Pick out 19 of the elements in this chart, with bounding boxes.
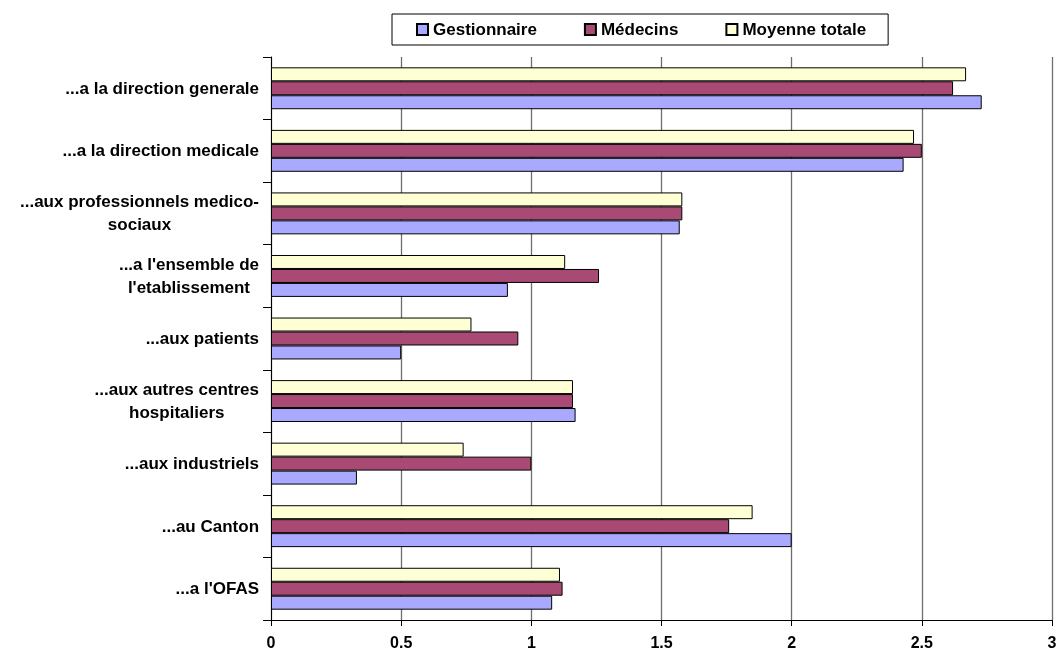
- x-tick-label: 2.5: [910, 633, 934, 651]
- x-tick-label: 0: [266, 633, 276, 651]
- y-tick-label: ...aux autres centres hospitaliers: [94, 380, 259, 423]
- y-tick-label: ...a la direction generale: [65, 78, 259, 98]
- y-tick-label: ...aux patients: [145, 329, 260, 348]
- x-tick-label: 2: [787, 633, 797, 651]
- y-tick-label: ...au Canton: [161, 516, 259, 536]
- y-tick-label: ...aux industriels: [124, 454, 259, 474]
- legend-label: Moyenne totale: [742, 20, 867, 39]
- legend-label: Médecins: [600, 20, 679, 39]
- x-tick-label: 3: [1047, 633, 1057, 651]
- x-tick-label: 0.5: [390, 633, 413, 651]
- legend-label: Gestionnaire: [433, 20, 537, 39]
- y-tick-label: ...a l'OFAS: [175, 579, 259, 599]
- y-tick-label: ...a l'ensemble de l'etablissement: [118, 254, 259, 297]
- y-tick-label: ...a la direction medicale: [62, 141, 260, 161]
- x-tick-label: 1.5: [650, 633, 673, 651]
- x-tick-label: 1: [526, 633, 536, 651]
- y-tick-label: ...aux professionnels medico-sociaux: [19, 192, 260, 235]
